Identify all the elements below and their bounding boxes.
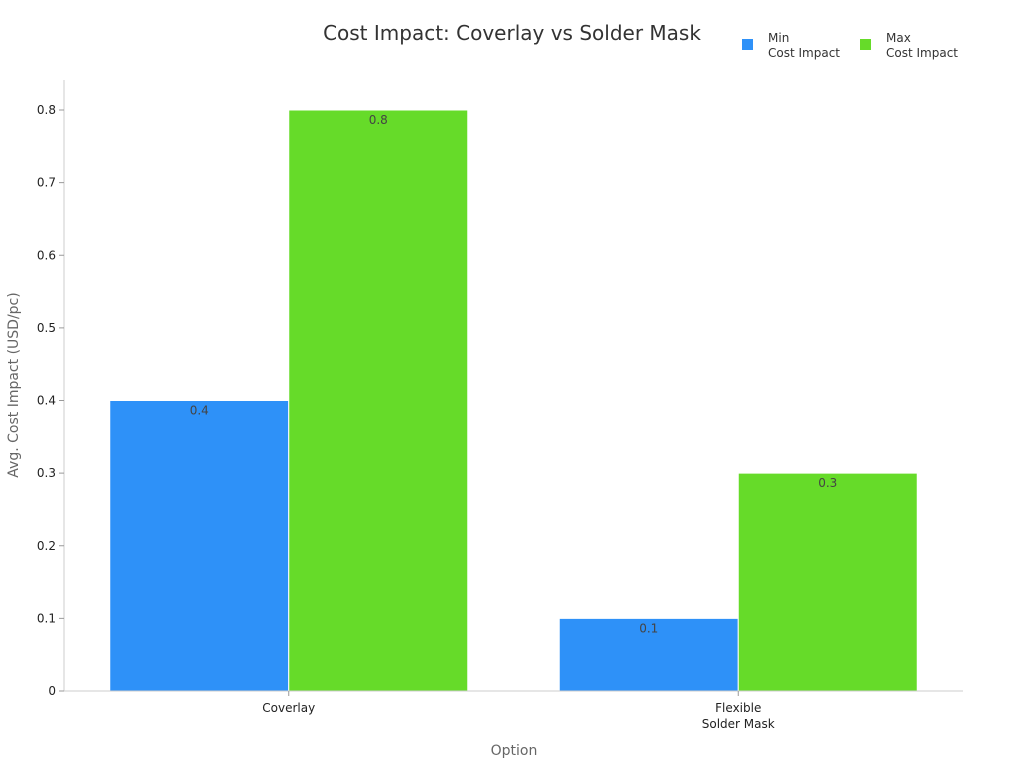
bar	[109, 400, 290, 692]
y-axis: 0 0.1 0.2 0.3 0.4 0.5 0.6 0.7 0.8	[37, 80, 65, 698]
chart-title: Cost Impact: Coverlay vs Solder Mask	[323, 21, 701, 45]
y-tick-label: 0.3	[37, 466, 56, 480]
y-tick-label: 0.6	[37, 248, 56, 262]
y-tick-label: 0.4	[37, 394, 56, 408]
y-tick-label: 0.8	[37, 103, 56, 117]
data-label: 0.3	[818, 476, 837, 490]
legend: Min Cost Impact Max Cost Impact	[742, 31, 958, 60]
y-tick-label: 0.7	[37, 176, 56, 190]
y-tick-label: 0.1	[37, 611, 56, 625]
x-tick-label: Flexible Solder Mask	[702, 701, 775, 731]
data-label: 0.4	[190, 404, 209, 418]
data-label: 0.8	[369, 113, 388, 127]
bar	[737, 472, 918, 692]
y-axis-title: Avg. Cost Impact (USD/pc)	[6, 292, 22, 477]
legend-swatch	[860, 39, 871, 50]
x-axis-title: Option	[491, 743, 538, 759]
bars: 0.4 0.8 0.1 0.3	[109, 109, 918, 692]
y-tick-label: 0.5	[37, 321, 56, 335]
y-tick-label: 0.2	[37, 539, 56, 553]
x-tick-label: Coverlay	[262, 701, 315, 715]
legend-swatch	[742, 39, 753, 50]
y-tick-label: 0	[48, 684, 56, 698]
legend-label: Max Cost Impact	[886, 31, 958, 60]
x-axis: Coverlay Flexible Solder Mask	[64, 690, 963, 731]
legend-label: Min Cost Impact	[768, 31, 840, 60]
bar	[288, 109, 469, 692]
data-label: 0.1	[639, 621, 658, 635]
